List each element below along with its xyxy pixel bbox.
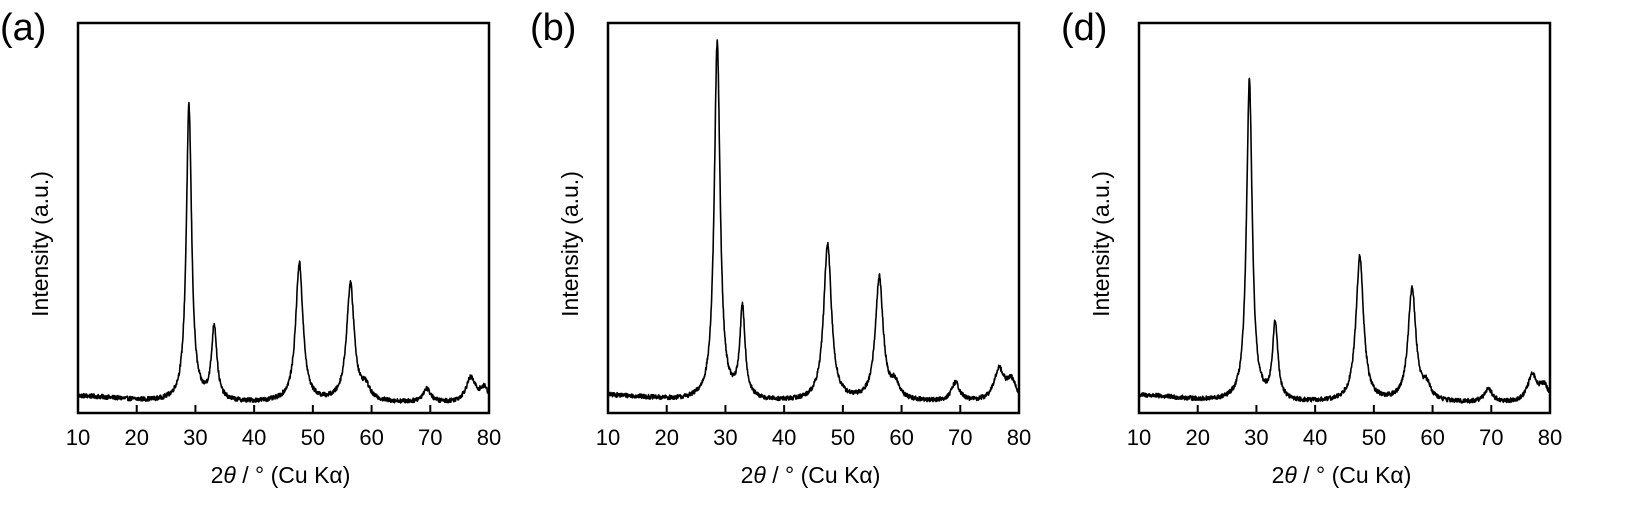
x-axis-title-suffix: / ° (Cu Kα) (766, 462, 881, 488)
x-axis-title-theta: θ (753, 462, 766, 488)
x-axis-title-prefix: 2 (211, 462, 224, 488)
y-axis-title: Intensity (a.u.) (1088, 171, 1114, 317)
x-tick-label: 10 (1127, 425, 1151, 450)
x-axis-title-theta: θ (1284, 462, 1297, 488)
x-tick-label: 10 (66, 425, 90, 450)
plot-frame (606, 21, 1021, 415)
x-tick-label: 50 (301, 425, 325, 450)
xrd-panel-3: 10 20 30 40 50 60 70 80 2θ / ° (Cu Kα) Intensity … (1061, 7, 1562, 488)
x-tick-label: 20 (654, 425, 678, 450)
x-tick-label: 50 (831, 425, 855, 450)
xrd-panel-2: 10 20 30 40 50 60 70 80 2θ / ° (Cu Kα) Intensity … (530, 7, 1031, 488)
x-tick-label: 70 (948, 425, 972, 450)
x-tick-label: 20 (124, 425, 148, 450)
x-tick-label: 70 (1479, 425, 1503, 450)
x-tick-label: 40 (772, 425, 796, 450)
x-axis-title-prefix: 2 (741, 462, 754, 488)
x-tick-label: 60 (889, 425, 913, 450)
x-tick-label: 40 (242, 425, 266, 450)
y-axis-title: Intensity (a.u.) (557, 171, 583, 317)
x-tick-label: 30 (1244, 425, 1268, 450)
xrd-panel-1: 10 20 30 40 50 60 70 80 2θ / ° (Cu Kα) Intensity … (0, 7, 501, 488)
xrd-pattern-line (607, 39, 1020, 403)
x-axis-title: 2θ / ° (Cu Kα) (211, 462, 351, 488)
x-axis-title-suffix: / ° (Cu Kα) (1297, 462, 1412, 488)
x-tick-label: 20 (1185, 425, 1209, 450)
y-axis-title: Intensity (a.u.) (27, 171, 53, 317)
xrd-pattern-line (1138, 77, 1551, 404)
x-axis-title-theta: θ (223, 462, 236, 488)
x-tick-label: 80 (1007, 425, 1031, 450)
x-axis-title: 2θ / ° (Cu Kα) (741, 462, 881, 488)
x-tick-label: 60 (359, 425, 383, 450)
x-tick-label: 80 (1538, 425, 1562, 450)
xrd-pattern-line (77, 101, 490, 404)
x-tick-label: 50 (1362, 425, 1386, 450)
x-tick-label: 10 (596, 425, 620, 450)
x-axis-title-suffix: / ° (Cu Kα) (236, 462, 351, 488)
x-tick-label: 70 (418, 425, 442, 450)
panel-label: (d) (1061, 7, 1107, 49)
x-axis-title: 2θ / ° (Cu Kα) (1272, 462, 1412, 488)
x-tick-label: 60 (1420, 425, 1444, 450)
plot-frame (76, 21, 491, 415)
x-tick-label: 80 (477, 425, 501, 450)
x-tick-label: 30 (183, 425, 207, 450)
x-tick-label: 40 (1303, 425, 1327, 450)
x-tick-label: 30 (713, 425, 737, 450)
x-axis-title-prefix: 2 (1272, 462, 1285, 488)
plot-frame (1137, 21, 1552, 415)
panel-label: (a) (0, 7, 46, 49)
panel-label: (b) (530, 7, 576, 49)
